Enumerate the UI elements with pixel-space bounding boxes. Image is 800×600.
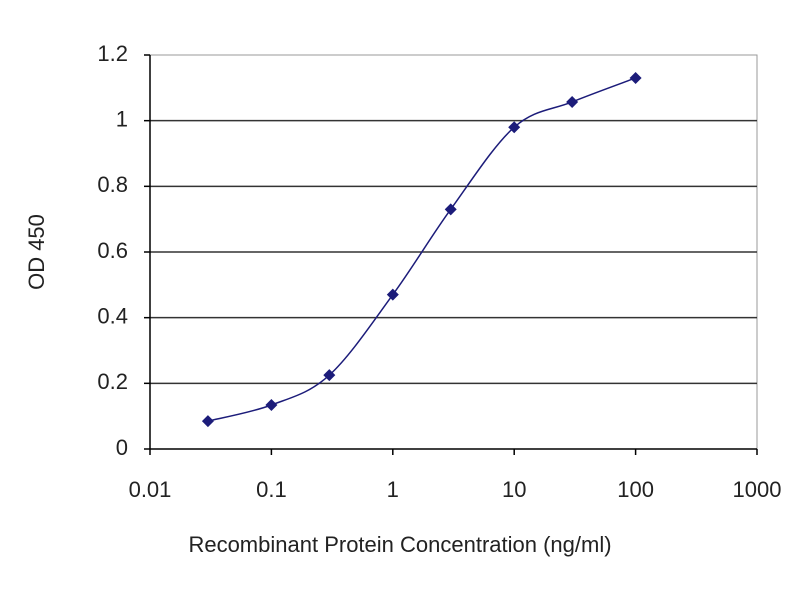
y-tick-label: 0.8 bbox=[97, 172, 128, 197]
data-point bbox=[323, 369, 336, 382]
data-point bbox=[265, 399, 278, 412]
x-tick-label: 0.1 bbox=[256, 477, 287, 502]
data-point bbox=[444, 203, 457, 216]
y-tick-label: 0 bbox=[116, 435, 128, 460]
y-tick-label: 1.2 bbox=[97, 41, 128, 66]
data-point bbox=[629, 71, 642, 84]
x-tick-label: 1000 bbox=[733, 477, 782, 502]
data-point bbox=[508, 121, 521, 134]
y-tick-label: 1 bbox=[116, 106, 128, 131]
x-tick-label: 0.01 bbox=[129, 477, 172, 502]
data-point bbox=[386, 288, 399, 301]
y-axis-label: OD 450 bbox=[24, 214, 49, 290]
y-tick-label: 0.6 bbox=[97, 238, 128, 263]
data-point bbox=[566, 95, 579, 108]
x-axis-label: Recombinant Protein Concentration (ng/ml… bbox=[188, 532, 611, 557]
data-line bbox=[207, 77, 636, 422]
y-tick-label: 0.2 bbox=[97, 369, 128, 394]
x-tick-label: 10 bbox=[502, 477, 526, 502]
data-point bbox=[201, 415, 214, 428]
x-tick-label: 100 bbox=[617, 477, 654, 502]
y-tick-label: 0.4 bbox=[97, 303, 128, 328]
x-tick-label: 1 bbox=[387, 477, 399, 502]
